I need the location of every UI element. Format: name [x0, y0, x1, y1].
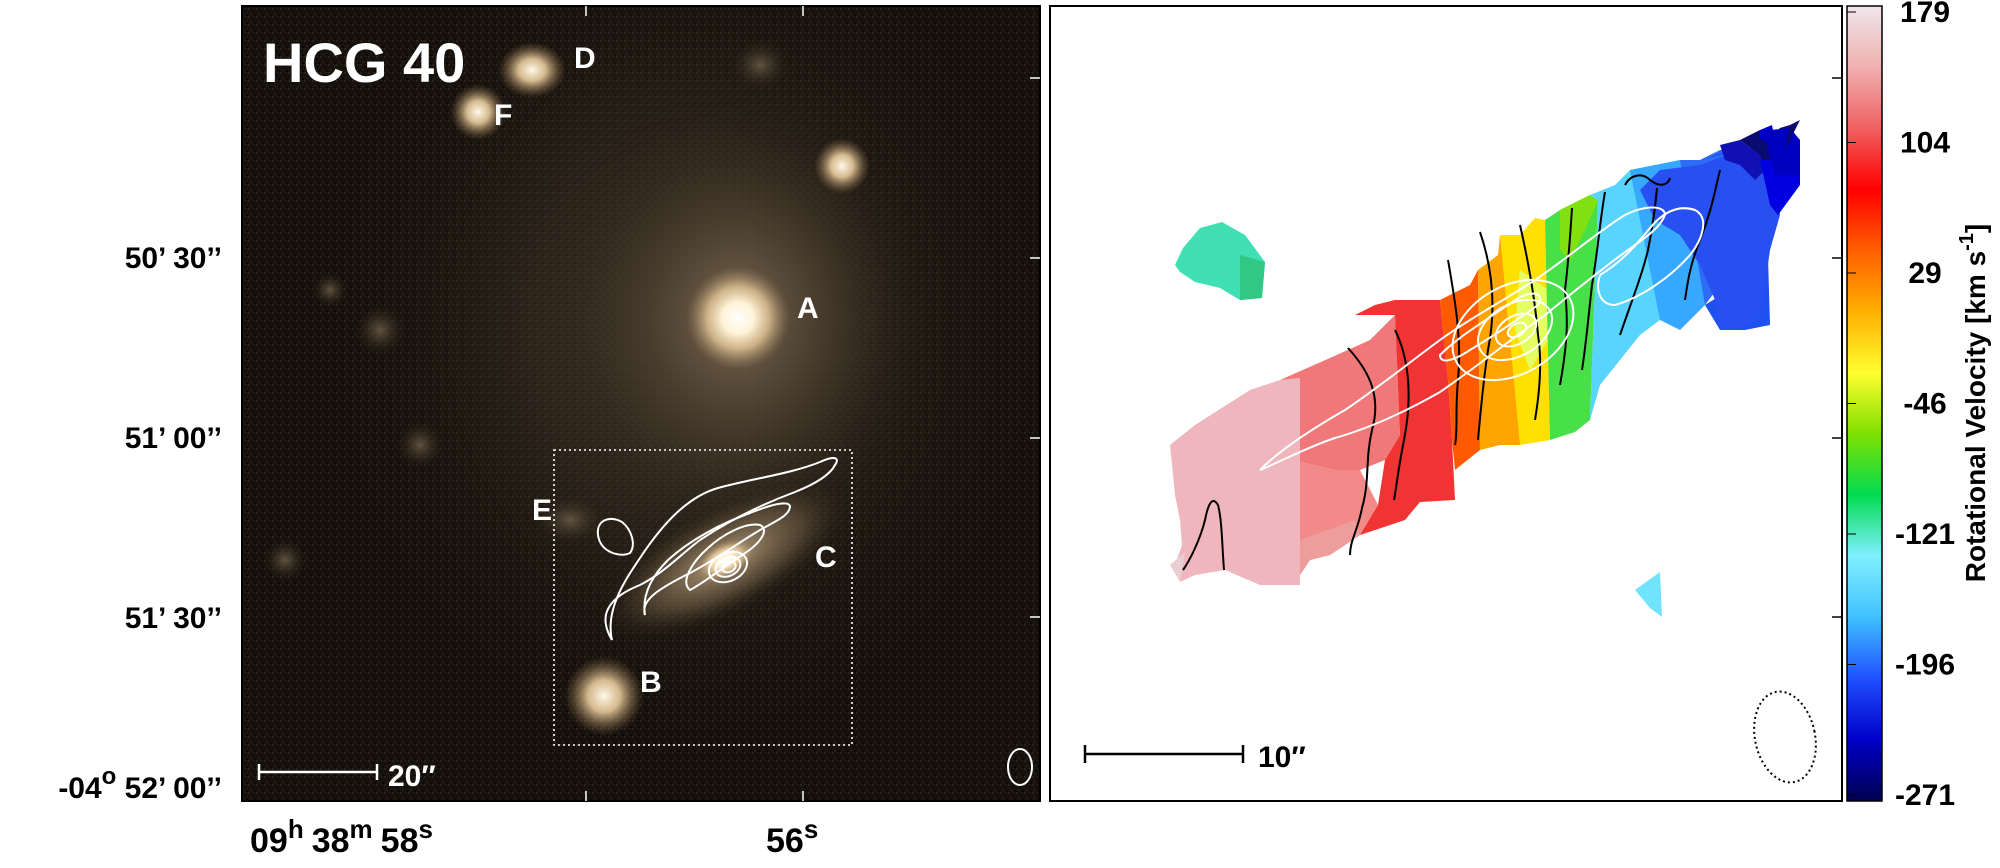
galaxy-e — [534, 494, 606, 546]
hi-contours-white — [1259, 206, 1705, 471]
velocity-patch — [1635, 572, 1662, 617]
colorbar-tick-label: 179 — [1900, 0, 1950, 29]
colorbar-tick-label: -196 — [1895, 649, 1955, 682]
scale-bar-label: 10″ — [1258, 741, 1306, 774]
optical-image-panel: 20″ HCG 40 A B C D E F — [241, 5, 1041, 802]
zoom-box — [553, 449, 853, 746]
galaxy-label-c: C — [815, 541, 837, 574]
galaxy-label-e: E — [532, 494, 552, 527]
ra-axis: 09h 38m 58s 56s — [250, 814, 818, 860]
galaxy-f — [450, 84, 506, 140]
beam-ellipse — [1753, 690, 1817, 784]
dec-tick: -04o 52’ 00’’ — [58, 763, 222, 805]
faint-source — [396, 421, 444, 469]
ra-tick: 56s — [766, 814, 818, 860]
galaxy-d — [498, 42, 566, 98]
dec-axis: 50’ 30’’ 51’ 00’’ 51’ 30’’ -04o 52’ 00’’ — [58, 242, 222, 805]
beam-ellipse — [1007, 748, 1033, 786]
faint-source — [354, 304, 406, 356]
galaxy-label-d: D — [574, 42, 596, 75]
galaxy-label-f: F — [494, 99, 512, 132]
dec-tick: 50’ 30’’ — [125, 242, 222, 275]
colorbar-tick-label: 29 — [1908, 257, 1941, 290]
colorbar-tick-label: -271 — [1895, 779, 1955, 812]
faint-source — [730, 39, 790, 91]
galaxy-label-b: B — [640, 666, 662, 699]
left-ticks — [585, 6, 1040, 801]
scale-bar-10: 10″ — [1083, 741, 1306, 774]
colorbar-tick-label: -121 — [1895, 518, 1955, 551]
scale-bar-label: 20″ — [388, 760, 436, 793]
velocity-field-panel: 10″ — [1049, 5, 1843, 802]
colorbar-label: Rotational Velocity [km s-1] — [1956, 224, 1991, 583]
colorbar-tick-label: 104 — [1900, 127, 1950, 160]
hi-contours — [596, 457, 838, 641]
colorbar-tick-label: -46 — [1903, 388, 1946, 421]
scale-bar-20: 20″ — [257, 760, 436, 793]
right-ticks — [1832, 77, 1842, 618]
panel-title: HCG 40 — [263, 31, 465, 94]
faint-source — [312, 272, 348, 308]
dec-tick: 51’ 00’’ — [125, 422, 222, 455]
left-panel-frame — [241, 5, 1041, 802]
galaxy-b — [564, 656, 644, 736]
faint-source — [263, 538, 307, 582]
dec-tick: 51’ 30’’ — [125, 602, 222, 635]
colorbar: 179 104 29 -46 -121 -196 -271 Rotational Veloc… — [1846, 0, 1991, 812]
velocity-map — [1170, 120, 1800, 585]
star-source — [814, 138, 870, 194]
galaxy-label-a: A — [797, 292, 819, 325]
ra-tick: 09h 38m 58s — [250, 814, 433, 860]
galaxy-a — [686, 266, 790, 370]
